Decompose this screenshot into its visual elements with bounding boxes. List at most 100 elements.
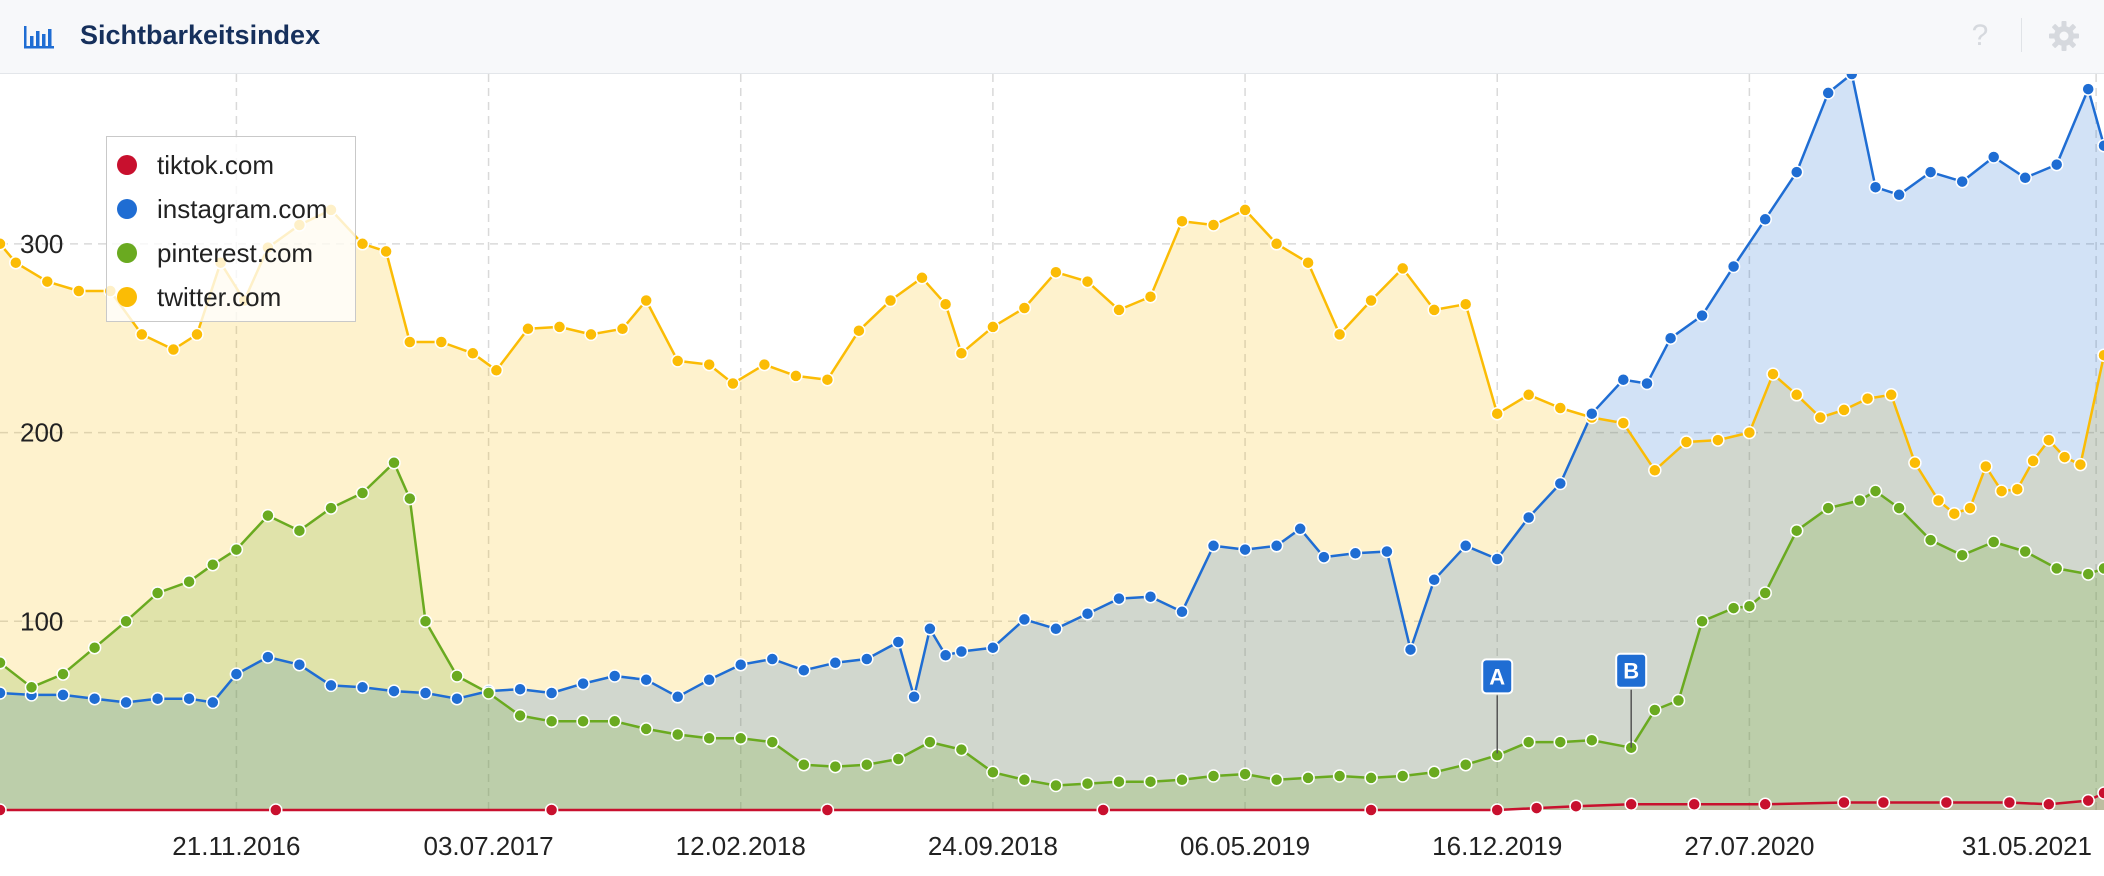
- point-pinterest: [1955, 548, 1969, 562]
- annotation-label: B: [1623, 659, 1639, 684]
- point-twitter: [466, 346, 480, 361]
- point-pinterest: [1458, 757, 1473, 772]
- point-instagram: [544, 686, 559, 700]
- y-tick-label: 100: [20, 606, 63, 636]
- legend-label: twitter.com: [157, 281, 282, 312]
- point-pinterest: [150, 586, 165, 600]
- point-pinterest: [0, 656, 7, 670]
- point-tiktok: [2097, 786, 2104, 800]
- point-twitter: [552, 320, 567, 334]
- point-twitter: [72, 284, 86, 298]
- point-tiktok: [1490, 803, 1504, 817]
- point-pinterest: [292, 523, 307, 538]
- point-pinterest: [1395, 769, 1410, 783]
- x-axis-labels: 21.11.2016 03.07.2017 12.02.2018 24.09.2018…: [172, 831, 2092, 861]
- point-tiktok: [1758, 797, 1772, 812]
- point-instagram: [733, 657, 748, 672]
- point-tiktok: [0, 803, 7, 817]
- point-pinterest: [828, 759, 843, 774]
- point-instagram: [182, 691, 196, 706]
- point-pinterest: [1521, 735, 1536, 749]
- x-tick-label: 24.09.2018: [928, 831, 1058, 861]
- point-pinterest: [1742, 599, 1757, 613]
- point-instagram: [1955, 174, 1969, 189]
- point-pinterest: [87, 640, 102, 655]
- point-pinterest: [1553, 735, 1568, 749]
- point-twitter: [1813, 410, 1828, 425]
- annotation-flag: [1615, 652, 1648, 689]
- point-twitter: [0, 237, 7, 251]
- point-instagram: [2097, 138, 2104, 153]
- widget-header: Sichtbarkeitsindex ?: [0, 0, 2104, 74]
- point-instagram: [1892, 188, 1906, 202]
- point-pinterest: [986, 765, 1000, 780]
- point-instagram: [56, 688, 70, 702]
- point-instagram: [229, 667, 244, 681]
- point-instagram: [907, 690, 921, 704]
- point-instagram: [923, 622, 937, 636]
- point-tiktok: [2002, 795, 2017, 810]
- point-pinterest: [24, 680, 39, 695]
- point-pinterest: [1821, 501, 1835, 515]
- point-instagram: [261, 650, 275, 664]
- point-tiktok: [544, 803, 559, 817]
- point-twitter: [1837, 403, 1851, 417]
- gear-icon[interactable]: [2048, 20, 2080, 52]
- point-twitter: [584, 327, 598, 342]
- help-icon[interactable]: ?: [1971, 19, 1989, 52]
- point-instagram: [87, 691, 102, 706]
- point-instagram: [1017, 612, 1032, 627]
- point-pinterest: [1206, 769, 1221, 783]
- point-instagram: [119, 695, 133, 710]
- point-instagram: [1663, 331, 1678, 345]
- point-twitter: [166, 342, 181, 357]
- point-instagram: [1317, 550, 1331, 564]
- point-pinterest: [418, 614, 433, 629]
- point-pinterest: [607, 714, 622, 729]
- point-twitter: [403, 335, 417, 349]
- point-instagram: [1458, 539, 1473, 553]
- legend-item-twitter[interactable]: twitter.com: [117, 277, 281, 317]
- point-twitter: [726, 376, 740, 391]
- point-tiktok: [1624, 797, 1638, 812]
- point-instagram: [1348, 546, 1363, 561]
- point-twitter: [2057, 450, 2072, 464]
- point-instagram: [1821, 86, 1835, 100]
- point-tiktok: [1096, 803, 1110, 817]
- point-instagram: [1986, 150, 2001, 164]
- widget-title: Sichtbarkeitsindex: [80, 20, 321, 50]
- point-pinterest: [1364, 771, 1378, 785]
- area-twitter: [0, 209, 2104, 810]
- point-instagram: [1616, 372, 1631, 387]
- point-pinterest: [182, 574, 196, 589]
- legend-item-tiktok[interactable]: tiktok.com: [117, 145, 274, 185]
- chart-points: [0, 74, 2104, 817]
- point-instagram: [2049, 157, 2064, 172]
- point-instagram: [2081, 82, 2095, 96]
- point-instagram: [1238, 542, 1252, 557]
- legend-dot-pinterest: [117, 243, 137, 263]
- point-pinterest: [1852, 493, 1867, 508]
- point-instagram: [1293, 522, 1307, 536]
- point-instagram: [1553, 476, 1568, 491]
- point-twitter: [615, 322, 630, 336]
- x-tick-label: 03.07.2017: [423, 831, 553, 861]
- point-twitter: [1332, 327, 1347, 342]
- point-twitter: [434, 335, 449, 349]
- point-instagram: [1206, 539, 1221, 553]
- annotation-flag: [1481, 658, 1514, 695]
- legend-item-instagram[interactable]: instagram.com: [117, 189, 328, 229]
- point-twitter: [1931, 493, 1946, 508]
- legend-item-pinterest[interactable]: pinterest.com: [117, 233, 313, 273]
- point-twitter: [1860, 391, 1875, 406]
- point-twitter: [639, 293, 653, 308]
- point-pinterest: [1301, 771, 1315, 785]
- point-twitter: [954, 346, 969, 361]
- point-pinterest: [1695, 614, 1709, 629]
- point-pinterest: [1017, 773, 1032, 787]
- point-twitter: [1521, 388, 1536, 402]
- point-twitter: [702, 357, 716, 372]
- point-twitter: [1789, 388, 1804, 402]
- point-twitter: [521, 322, 535, 336]
- point-instagram: [1585, 406, 1599, 421]
